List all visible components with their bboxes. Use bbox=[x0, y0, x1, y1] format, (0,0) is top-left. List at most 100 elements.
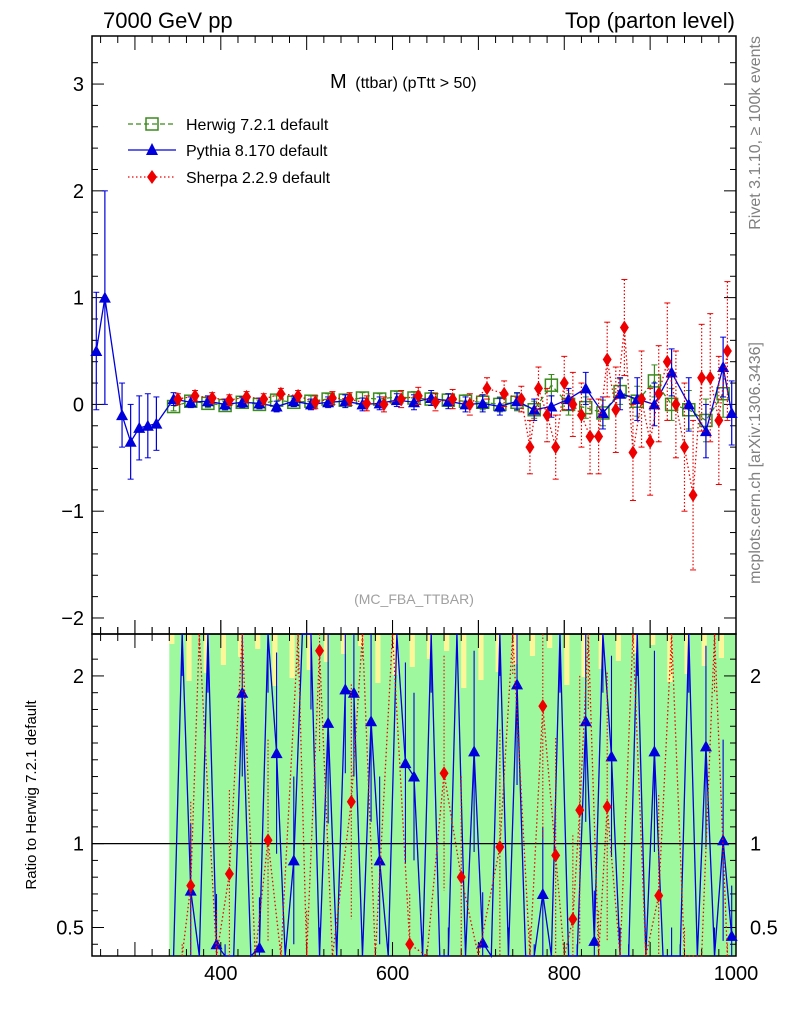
pythia-ratio-point bbox=[605, 750, 618, 762]
sherpa-ratio-point bbox=[575, 803, 585, 818]
sherpa-point bbox=[396, 392, 406, 407]
pythia-point bbox=[648, 398, 661, 410]
pythia-point bbox=[717, 361, 730, 373]
legend-pythia-label: Pythia 8.170 default bbox=[186, 143, 328, 160]
sherpa-point bbox=[637, 392, 647, 407]
ratio-band-yellow-segment bbox=[255, 634, 261, 649]
pythia-ratio-point bbox=[399, 757, 412, 769]
pythia-point bbox=[476, 397, 489, 409]
ratio-band-yellow-segment bbox=[512, 634, 518, 664]
ratio-y-tick-label-right: 0.5 bbox=[750, 917, 778, 939]
sherpa-ratio-point bbox=[346, 794, 356, 809]
sherpa-point bbox=[242, 389, 252, 404]
x-tick-label: 800 bbox=[548, 963, 581, 985]
sherpa-point bbox=[293, 388, 303, 403]
sherpa-point bbox=[259, 392, 269, 407]
pythia-ratio-point bbox=[511, 678, 524, 690]
pythia-ratio-line bbox=[172, 633, 733, 959]
ratio-band-yellow-segment bbox=[495, 634, 501, 672]
side-mcplots: mcplots.cern.ch [arXiv:1306.3436] bbox=[747, 342, 764, 584]
sherpa-point bbox=[568, 397, 578, 412]
pythia-point bbox=[90, 345, 103, 357]
ratio-band-yellow-segment bbox=[220, 634, 226, 665]
pythia-point bbox=[725, 406, 738, 418]
legend-herwig-label: Herwig 7.2.1 default bbox=[186, 117, 329, 134]
ratio-band-yellow-segment bbox=[564, 634, 570, 685]
sherpa-point bbox=[482, 381, 492, 396]
legend: Herwig 7.2.1 default Pythia 8.170 defaul… bbox=[128, 117, 331, 187]
sherpa-point bbox=[173, 392, 183, 407]
ratio-band-yellow-segment bbox=[547, 634, 553, 648]
pythia-ratio-point bbox=[322, 716, 335, 728]
pythia-point bbox=[253, 397, 266, 409]
ratio-band-yellow-segment bbox=[444, 634, 450, 651]
sherpa-ratio-point bbox=[568, 912, 578, 927]
pythia-ratio-point bbox=[468, 745, 481, 757]
pythia-point bbox=[614, 387, 627, 399]
ratio-band-yellow-segment bbox=[598, 634, 604, 669]
legend-entry-herwig: Herwig 7.2.1 default bbox=[128, 117, 329, 134]
plot-title-main: M bbox=[330, 71, 347, 93]
pythia-point bbox=[124, 435, 137, 447]
pythia-point bbox=[98, 291, 111, 303]
pythia-point bbox=[699, 425, 712, 437]
sherpa-point bbox=[430, 395, 440, 410]
pythia-point bbox=[287, 395, 300, 407]
herwig-point bbox=[544, 378, 559, 392]
pythia-ratio-point bbox=[287, 854, 300, 866]
pythia-point bbox=[665, 366, 678, 378]
x-axis: 400 600 800 1000 bbox=[100, 36, 759, 985]
sherpa-point bbox=[585, 429, 595, 444]
pythia-point bbox=[682, 398, 695, 410]
ratio-band-yellow-segment bbox=[581, 634, 587, 677]
ratio-y-tick-label-right: 1 bbox=[750, 834, 761, 856]
sherpa-point bbox=[559, 376, 569, 391]
sherpa-point bbox=[611, 402, 621, 417]
sherpa-point bbox=[722, 344, 732, 359]
top-y-tick-label: −2 bbox=[61, 608, 84, 630]
pythia-point bbox=[579, 382, 592, 394]
pythia-point bbox=[270, 400, 283, 412]
pythia-ratio-point bbox=[270, 747, 283, 759]
sherpa-point bbox=[628, 445, 638, 460]
sherpa-point bbox=[276, 386, 286, 401]
sherpa-point bbox=[534, 381, 544, 396]
plot-title-sub: (ttbar) (pTtt > 50) bbox=[355, 75, 476, 92]
sherpa-ratio-point bbox=[602, 799, 612, 814]
top-y-tick-label: 0 bbox=[73, 394, 84, 416]
ratio-band-yellow-segment bbox=[718, 634, 724, 658]
sherpa-ratio-point bbox=[263, 833, 273, 848]
analysis-label: (MC_FBA_TTBAR) bbox=[354, 591, 474, 607]
x-tick-label: 400 bbox=[204, 963, 237, 985]
sherpa-point bbox=[413, 388, 423, 403]
sherpa-point bbox=[662, 354, 672, 369]
ratio-band-yellow-segment bbox=[392, 634, 398, 675]
sherpa-point bbox=[619, 320, 629, 335]
legend-herwig-marker bbox=[145, 117, 159, 131]
sherpa-point bbox=[654, 386, 664, 401]
top-y-tick-label: 3 bbox=[73, 74, 84, 96]
ratio-series-group bbox=[172, 633, 738, 959]
pythia-ratio-point bbox=[588, 934, 601, 946]
sherpa-point bbox=[714, 413, 724, 428]
ratio-band-yellow-segment bbox=[289, 634, 295, 678]
x-tick-label: 1000 bbox=[714, 963, 759, 985]
ratio-band-yellow-segment bbox=[358, 634, 364, 646]
ratio-band-yellow-segment bbox=[375, 634, 381, 683]
pythia-ratio-point bbox=[648, 745, 661, 757]
sherpa-point bbox=[705, 370, 715, 385]
legend-entry-pythia: Pythia 8.170 default bbox=[128, 143, 328, 160]
pythia-point bbox=[545, 400, 558, 412]
side-rivet: Rivet 3.1.10, ≥ 100k events bbox=[747, 36, 764, 230]
ratio-ylabel: Ratio to Herwig 7.2.1 default bbox=[23, 700, 40, 890]
sherpa-point bbox=[362, 396, 372, 411]
ratio-panel-frame bbox=[91, 633, 737, 957]
sherpa-ratio-point bbox=[186, 878, 196, 893]
pythia-ratio-point bbox=[210, 938, 223, 950]
ratio-band-yellow-segment bbox=[461, 634, 467, 688]
sherpa-ratio-point bbox=[315, 643, 325, 658]
pythia-point bbox=[219, 398, 232, 410]
ratio-band-yellow-segment bbox=[237, 634, 244, 657]
pythia-ratio-point bbox=[476, 936, 489, 948]
ratio-band-yellow-segment bbox=[426, 634, 433, 659]
